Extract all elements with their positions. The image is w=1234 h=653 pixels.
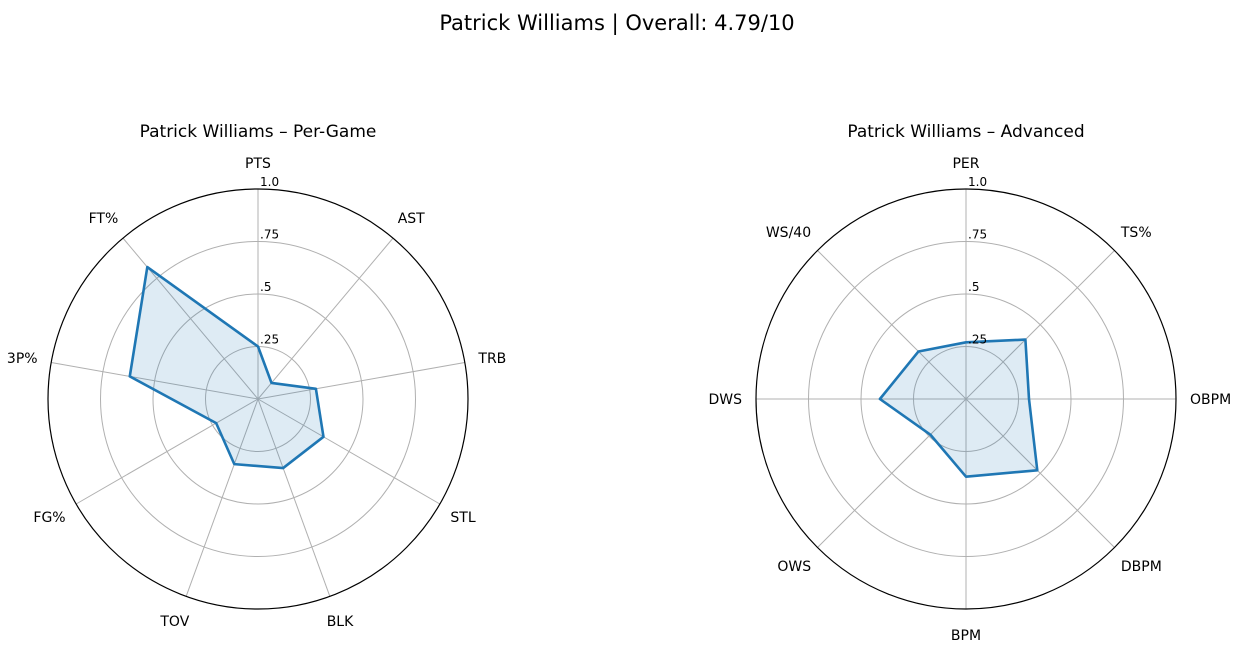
per-game-category-label: AST	[398, 211, 425, 227]
per-game-category-label: FT%	[89, 211, 119, 227]
per-game-series-line	[128, 265, 325, 470]
per-game-outer-frame	[47, 188, 469, 610]
per-game-spoke	[51, 362, 259, 400]
per-game-rtick-label: .75	[260, 228, 279, 242]
per-game-series-area	[129, 267, 324, 469]
per-game-category-label: TRB	[477, 351, 506, 367]
advanced-category-label: OWS	[777, 559, 811, 575]
advanced-series-area	[879, 339, 1038, 477]
per-game-category-label: PTS	[245, 156, 271, 172]
per-game-rtick-label: .5	[260, 280, 271, 294]
advanced-rtick-label: .75	[968, 228, 987, 242]
per-game-rtick-label: 1.0	[260, 175, 279, 189]
per-game-spoke	[122, 237, 259, 400]
advanced-outer-frame	[755, 188, 1177, 610]
advanced-series-line	[878, 338, 1039, 478]
per-game-category-label: STL	[450, 510, 475, 526]
per-game-spoke	[75, 398, 259, 505]
per-game-spoke	[257, 362, 465, 400]
advanced-spoke	[965, 250, 1115, 400]
advanced-category-label: DWS	[708, 392, 742, 408]
per-game-spoke	[257, 398, 441, 505]
advanced-rtick-label: .5	[968, 280, 979, 294]
per-game-spoke	[257, 237, 394, 400]
advanced-spoke	[817, 398, 967, 548]
figure-title: Patrick Williams | Overall: 4.79/10	[439, 11, 794, 36]
advanced-category-label: DBPM	[1121, 559, 1162, 575]
per-game-rtick-label: .25	[260, 333, 279, 347]
advanced-category-label: OBPM	[1190, 392, 1231, 408]
advanced-category-label: PER	[952, 156, 979, 172]
advanced-category-label: TS%	[1120, 225, 1152, 241]
advanced-rtick-label: .25	[968, 333, 987, 347]
per-game-spoke	[257, 398, 331, 597]
per-game-category-label: BLK	[327, 614, 354, 630]
per-game-category-label: FG%	[33, 510, 65, 526]
advanced-spoke	[817, 250, 967, 400]
per-game-category-label: TOV	[159, 614, 189, 630]
per-game-spoke	[185, 398, 259, 597]
advanced-category-label: BPM	[951, 628, 981, 644]
advanced-radar-title: Patrick Williams – Advanced	[847, 122, 1084, 142]
per-game-radar-title: Patrick Williams – Per-Game	[140, 122, 377, 142]
advanced-rtick-label: 1.0	[968, 175, 987, 189]
per-game-radar-chart: .25 .5 .75 1.0 PTS AST TRB STL BLK TOV FG% 3P% FT%	[7, 156, 506, 630]
advanced-spoke	[965, 398, 1115, 548]
advanced-radar-chart: .25 .5 .75 1.0 PER TS% OBPM DBPM BPM OWS DWS WS/40	[708, 156, 1231, 644]
per-game-category-label: 3P%	[7, 351, 38, 367]
advanced-category-label: WS/40	[766, 225, 811, 241]
